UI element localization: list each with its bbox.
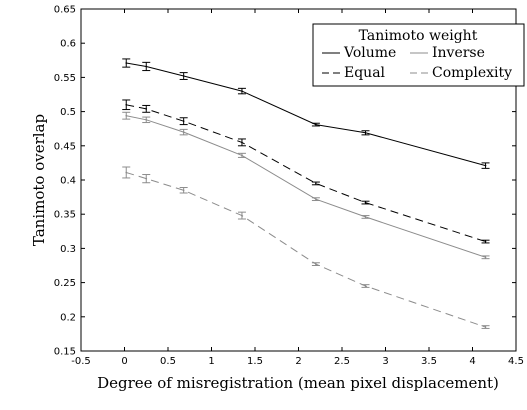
- error-bar: [179, 72, 188, 80]
- legend-label: Equal: [344, 65, 386, 81]
- error-bar: [142, 104, 151, 113]
- data-point: [145, 108, 148, 110]
- y-tick-label: 0.3: [60, 244, 76, 255]
- data-point: [125, 103, 128, 106]
- data-point: [484, 326, 487, 328]
- data-point: [145, 119, 148, 121]
- error-bar: [311, 197, 320, 202]
- y-tick-label: 0.45: [54, 141, 76, 152]
- series-equal: [122, 99, 490, 244]
- error-bar: [179, 128, 188, 136]
- legend-label: Inverse: [432, 45, 485, 61]
- error-bar: [179, 187, 188, 194]
- legend-label: Complexity: [432, 65, 512, 81]
- series-complexity: [122, 166, 490, 329]
- legend-label: Volume: [343, 45, 396, 61]
- error-bar: [481, 255, 490, 260]
- legend: Tanimoto weight Volume Inverse Equal Comple…: [312, 23, 525, 87]
- data-point: [145, 65, 148, 68]
- x-tick-label: 1: [208, 356, 214, 367]
- error-bar: [142, 174, 151, 184]
- y-tick-label: 0.5: [60, 107, 76, 118]
- error-bar: [237, 211, 246, 220]
- data-point: [241, 90, 243, 92]
- y-tick-label: 0.6: [60, 39, 76, 50]
- data-point: [315, 123, 317, 126]
- data-point: [241, 154, 243, 157]
- legend-box: [312, 23, 525, 87]
- error-bar: [311, 122, 320, 127]
- x-tick-label: 4.5: [508, 356, 524, 367]
- y-tick-label: 0.65: [54, 5, 76, 16]
- data-point: [484, 164, 487, 167]
- y-axis-title: Tanimoto overlap: [30, 114, 48, 246]
- y-tick-label: 0.2: [60, 312, 76, 323]
- legend-item-inverse: Inverse: [410, 45, 485, 61]
- x-tick-label: 1.5: [247, 356, 263, 367]
- y-tick-label: 0.25: [54, 278, 76, 289]
- legend-item-volume: Volume: [322, 45, 396, 61]
- x-tick-label: 4: [469, 356, 475, 367]
- y-tick-label: 0.15: [54, 347, 76, 358]
- y-tick-label: 0.4: [60, 176, 76, 187]
- data-point: [484, 240, 487, 243]
- data-point: [182, 131, 185, 133]
- data-point: [364, 216, 367, 218]
- legend-item-equal: Equal: [322, 65, 386, 81]
- x-tick-label: -0.5: [71, 356, 91, 367]
- data-point: [182, 189, 185, 192]
- data-point: [145, 177, 148, 180]
- x-tick-label: 0.5: [160, 356, 176, 367]
- legend-item-complexity: Complexity: [410, 65, 512, 81]
- data-point: [125, 171, 128, 174]
- x-tick-label: 2.5: [334, 356, 350, 367]
- error-bar: [237, 87, 246, 95]
- data-point: [315, 263, 317, 265]
- data-point: [241, 214, 243, 217]
- error-bar: [237, 152, 246, 158]
- error-bar: [122, 99, 131, 111]
- error-bar: [481, 239, 490, 244]
- error-bar: [361, 215, 370, 219]
- error-bar: [122, 111, 131, 120]
- data-point: [125, 114, 128, 117]
- x-axis-title: Degree of misregistration (mean pixel di…: [97, 374, 499, 392]
- error-bar: [142, 61, 151, 72]
- error-bar: [237, 138, 246, 147]
- error-bar: [122, 166, 131, 179]
- error-bar: [311, 262, 320, 266]
- error-bar: [481, 162, 490, 169]
- data-point: [182, 75, 185, 77]
- y-tick-label: 0.35: [54, 210, 76, 221]
- data-point: [364, 285, 367, 287]
- series-inverse: [122, 111, 490, 260]
- series-volume: [122, 58, 490, 169]
- x-tick-label: 3.5: [421, 356, 437, 367]
- error-bar: [361, 130, 370, 136]
- data-point: [241, 141, 243, 144]
- data-point: [315, 198, 317, 200]
- error-bar: [179, 117, 188, 126]
- data-point: [484, 256, 487, 259]
- error-bar: [142, 116, 151, 124]
- y-tick-label: 0.55: [54, 73, 76, 84]
- x-tick-label: 3: [382, 356, 388, 367]
- x-tick-label: 2: [295, 356, 301, 367]
- data-point: [364, 201, 367, 204]
- x-tick-label: 0: [121, 356, 127, 367]
- error-bar: [361, 284, 370, 288]
- data-point: [364, 132, 367, 134]
- data-point: [182, 120, 185, 122]
- legend-title: Tanimoto weight: [359, 28, 478, 44]
- error-bar: [481, 325, 490, 329]
- error-bar: [311, 181, 320, 186]
- data-point: [315, 182, 317, 185]
- error-bar: [122, 58, 131, 68]
- error-bar: [361, 200, 370, 205]
- data-point: [125, 62, 128, 64]
